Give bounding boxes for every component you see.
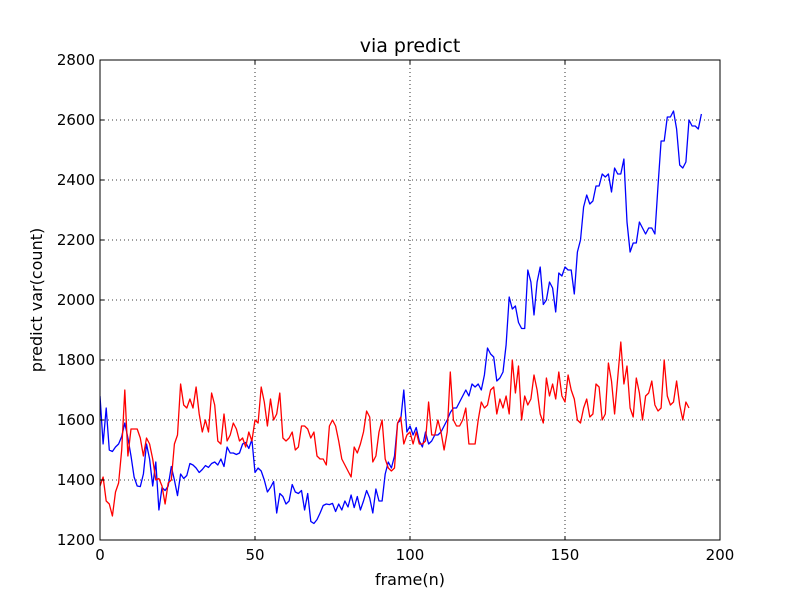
y-tick-label: 2800 xyxy=(57,51,95,69)
y-tick-label: 1200 xyxy=(57,531,95,549)
y-tick-label: 1800 xyxy=(57,351,95,369)
y-tick-label: 1400 xyxy=(57,471,95,489)
tick-labels: 0 50 100 150 200 1200 1400 1600 1800 2000 2200 2400… xyxy=(57,51,735,564)
x-tick-label: 100 xyxy=(396,546,425,564)
x-tick-label: 50 xyxy=(245,546,264,564)
chart-title: via predict xyxy=(360,35,461,57)
y-axis-label: predict var(count) xyxy=(27,228,46,372)
y-tick-label: 2600 xyxy=(57,111,95,129)
x-tick-label: 150 xyxy=(551,546,580,564)
series-layer xyxy=(100,110,703,525)
x-tick-label: 0 xyxy=(95,546,105,564)
grid-lines xyxy=(100,60,720,540)
y-tick-label: 2400 xyxy=(57,171,95,189)
x-axis-label: frame(n) xyxy=(375,570,445,589)
y-tick-label: 2000 xyxy=(57,291,95,309)
series-line-red xyxy=(100,341,690,517)
x-tick-label: 200 xyxy=(706,546,735,564)
y-tick-label: 1600 xyxy=(57,411,95,429)
tick-marks xyxy=(99,59,721,541)
y-tick-label: 2200 xyxy=(57,231,95,249)
